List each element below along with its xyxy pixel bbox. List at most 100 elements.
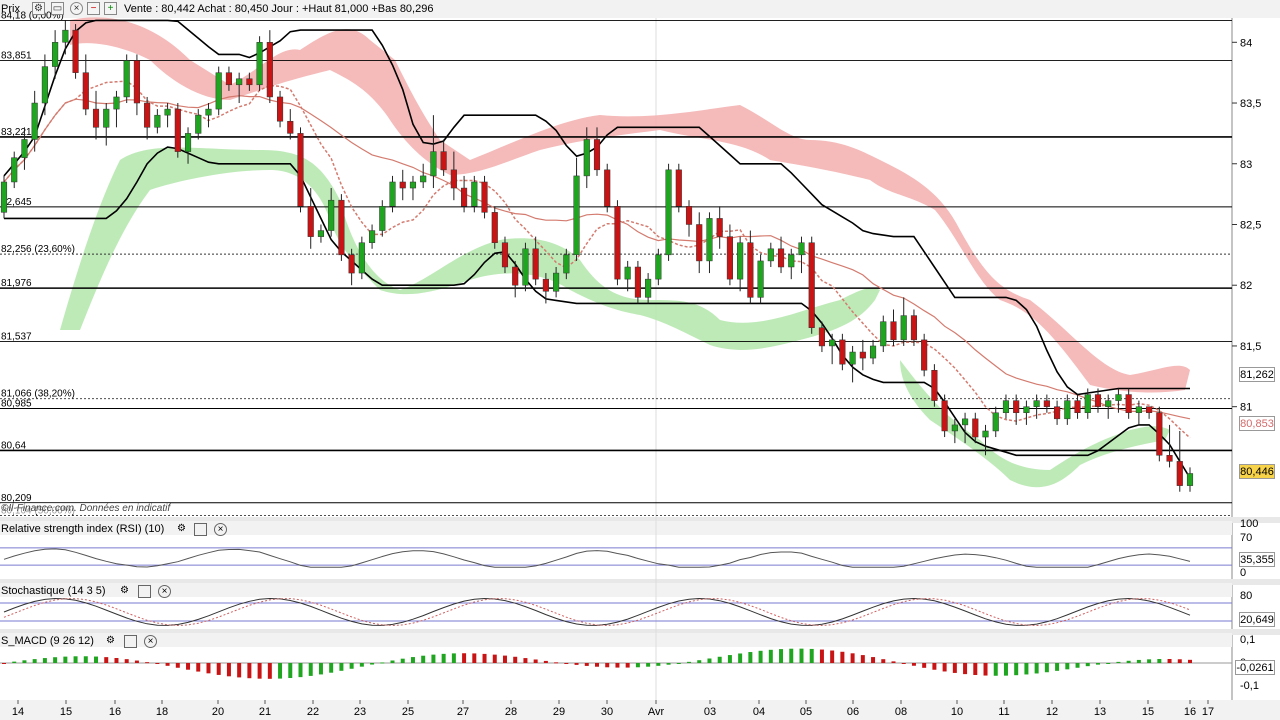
macd-bar (380, 662, 385, 664)
rsi-close-icon[interactable]: × (214, 523, 227, 536)
macd-bar (288, 663, 293, 679)
candle-body (583, 139, 590, 177)
macd-bar (717, 656, 722, 663)
candle-body (624, 266, 631, 280)
candle-body (512, 266, 519, 286)
macd-bar (462, 653, 467, 663)
level-label: 80,985 (1, 399, 32, 410)
envelope-lower-line (4, 146, 1191, 479)
candle-body (1125, 394, 1132, 414)
rsi-window-icon[interactable] (194, 523, 207, 536)
candle-body (1002, 400, 1010, 414)
macd-close-icon[interactable]: × (144, 635, 157, 648)
rsi-last-value: 35,355 (1239, 552, 1275, 567)
macd-bar (502, 655, 507, 663)
candle-body (767, 248, 774, 262)
candle-body (1084, 394, 1091, 414)
header-bar (0, 0, 1280, 18)
x-tick-label: 29 (553, 706, 565, 718)
macd-tick-label: -0,1 (1240, 680, 1259, 692)
macd-bar (1147, 659, 1152, 663)
macd-bar (410, 657, 415, 663)
macd-bar (370, 663, 375, 665)
macd-window-icon[interactable] (124, 635, 137, 648)
price-box-upper: 81,262 (1239, 367, 1275, 382)
x-tick-label: 13 (1094, 706, 1106, 718)
macd-bar (63, 656, 68, 663)
macd-bar (809, 648, 814, 663)
candle-body (1105, 400, 1112, 407)
macd-bar (104, 657, 109, 663)
macd-bar (22, 660, 27, 663)
macd-bar (1177, 659, 1182, 663)
macd-bar (871, 657, 876, 663)
x-tick-label: 11 (998, 706, 1009, 718)
macd-bar (2, 663, 6, 664)
macd-bar (329, 663, 334, 673)
macd-bar (308, 663, 313, 676)
candle-body (154, 114, 161, 128)
candle-body (52, 42, 59, 67)
macd-bar (799, 648, 804, 663)
candle-body (144, 102, 151, 128)
macd-bar (1136, 659, 1141, 663)
macd-bar (963, 663, 968, 675)
macd-bar (247, 663, 252, 679)
macd-wrench-icon[interactable]: ⚙ (106, 635, 115, 646)
candle-body (951, 424, 958, 432)
candle-body (317, 230, 325, 237)
macd-bar (840, 651, 845, 663)
macd-bar (595, 663, 599, 667)
macd-bar (32, 659, 37, 663)
candle-body (910, 315, 918, 341)
candle-body (726, 236, 733, 280)
macd-bar (175, 663, 180, 668)
candle-body (41, 66, 48, 104)
macd-bar (697, 660, 702, 663)
macd-bar (421, 655, 426, 663)
rsi-wrench-icon[interactable]: ⚙ (177, 523, 186, 534)
macd-bar (523, 658, 528, 663)
macd-last-value: -0,0261 (1235, 660, 1275, 675)
candle-body (1094, 394, 1102, 407)
zoom-in-icon[interactable]: + (104, 2, 117, 15)
candle-body (655, 254, 662, 280)
close-icon[interactable]: × (70, 2, 83, 15)
candle-body (11, 157, 18, 183)
macd-bar (400, 658, 405, 663)
candle-body (1023, 406, 1030, 414)
candle-body (379, 206, 386, 231)
candle-body (829, 339, 836, 347)
level-label: 83,851 (1, 50, 32, 61)
candle-body (634, 266, 641, 298)
candle-body (992, 412, 999, 432)
candle-body (450, 169, 457, 189)
x-tick-label: 30 (601, 706, 613, 718)
panel-divider (0, 517, 1280, 523)
candle-body (685, 206, 693, 225)
wrench-icon[interactable]: ⚙ (32, 2, 45, 15)
macd-bar (564, 663, 569, 664)
stoch-window-icon[interactable] (138, 585, 151, 598)
macd-bar (533, 659, 538, 663)
macd-bar (124, 659, 129, 663)
x-tick-label: 06 (847, 706, 859, 718)
moving-average-slow (3, 95, 1191, 420)
candle-body (788, 254, 795, 268)
candle-body (501, 242, 509, 268)
macd-bar (993, 663, 998, 676)
y-tick-label: 82 (1240, 280, 1252, 292)
candle-body (972, 418, 979, 438)
stoch-close-icon[interactable]: × (158, 585, 171, 598)
stoch-wrench-icon[interactable]: ⚙ (120, 585, 129, 596)
macd-bar (1126, 660, 1131, 663)
candle-body (82, 72, 89, 110)
x-tick-label: 08 (895, 706, 907, 718)
x-tick-label: 15 (60, 706, 72, 718)
zoom-out-icon[interactable]: − (87, 2, 100, 15)
macd-bar (1065, 663, 1070, 670)
window-icon[interactable]: ▭ (51, 2, 64, 15)
candle-body (481, 181, 488, 213)
macd-bar (727, 655, 732, 663)
